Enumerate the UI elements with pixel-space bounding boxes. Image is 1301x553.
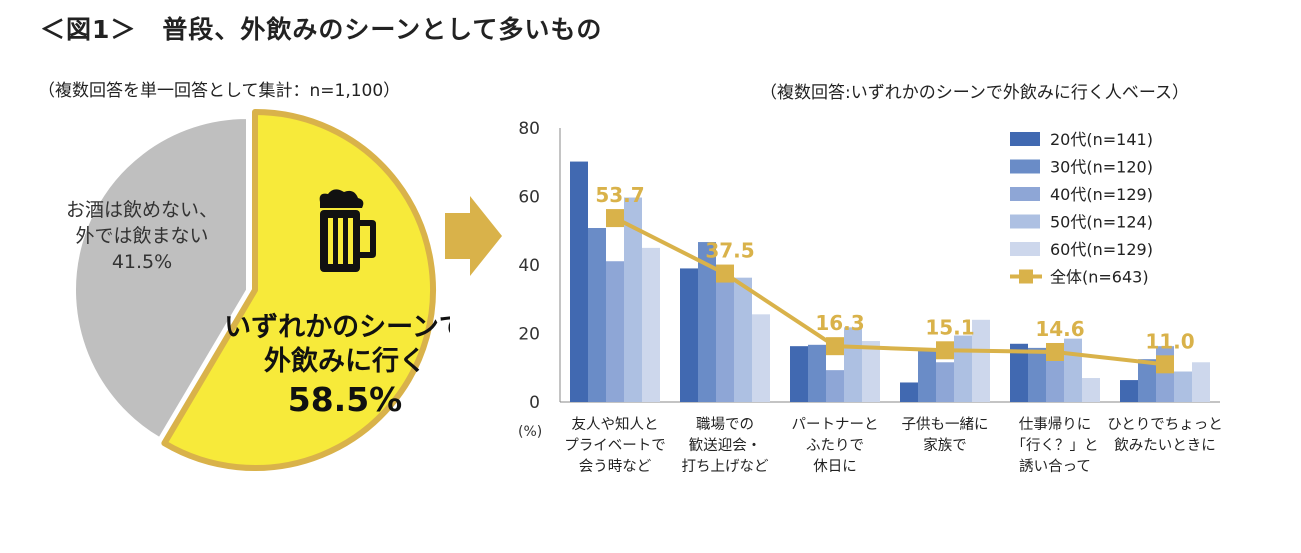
bar — [790, 346, 808, 402]
data-label: 14.6 — [1035, 317, 1084, 341]
y-tick-label: 20 — [518, 325, 540, 345]
bar — [588, 228, 606, 402]
line-marker — [1046, 342, 1064, 361]
data-label: 53.7 — [595, 183, 644, 207]
pie-slice-main — [161, 109, 436, 471]
line-marker — [1156, 355, 1174, 374]
bar — [1174, 371, 1192, 402]
bar — [972, 319, 990, 402]
legend-swatch — [1010, 159, 1040, 174]
line-marker — [606, 209, 624, 228]
legend-swatch — [1010, 242, 1040, 256]
bar — [752, 314, 770, 402]
x-category-label: 子供も一緒に — [902, 416, 989, 433]
bar — [680, 268, 698, 402]
pie-other-pct: 41.5% — [112, 251, 172, 273]
bar — [1156, 346, 1174, 402]
bar — [606, 261, 624, 402]
bar — [1064, 338, 1082, 402]
x-category-label: 誘い合って — [1019, 458, 1091, 475]
bar — [936, 362, 954, 402]
legend-label: 全体(n=643) — [1050, 268, 1149, 287]
x-category-label: 歓送迎会・ — [689, 437, 762, 454]
x-category-label: 飲みたいときに — [1114, 437, 1216, 454]
bar — [900, 382, 918, 402]
y-tick-label: 0 — [529, 393, 540, 413]
pie-main-label-line1: いずれかのシーンで — [224, 312, 450, 343]
data-label: 16.3 — [815, 311, 864, 335]
x-category-label: 家族で — [923, 437, 967, 454]
x-category-label: プライベートで — [564, 437, 666, 454]
pie-other-label-line2: 外では飲まない — [75, 225, 208, 247]
bar — [1082, 378, 1100, 402]
legend-label: 50代(n=124) — [1050, 213, 1153, 232]
bar-chart-note: （複数回答:いずれかのシーンで外飲みに行く人ベース） — [760, 83, 1190, 103]
x-category-label: 休日に — [813, 458, 857, 475]
series-line-total — [614, 216, 1166, 367]
bar — [862, 341, 880, 402]
pie-other-label-line1: お酒は飲めない、 — [66, 199, 218, 221]
beer-foam — [319, 189, 364, 208]
pie-main-label-line2: 外飲みに行く — [264, 345, 426, 377]
x-category-label: 会う時など — [579, 458, 652, 475]
legend-swatch — [1010, 214, 1040, 229]
bar — [954, 335, 972, 402]
beer-mug-handle — [360, 220, 376, 258]
figure-title: ＜図1＞ 普段、外飲みのシーンとして多いもの — [40, 15, 603, 44]
x-category-label: 仕事帰りに — [1019, 415, 1092, 433]
legend-label: 30代(n=120) — [1050, 158, 1153, 177]
x-category-label: ひとりでちょっと — [1107, 416, 1223, 433]
legend-label: 20代(n=141) — [1050, 130, 1153, 149]
legend-label: 40代(n=129) — [1050, 185, 1153, 204]
legend-swatch — [1010, 187, 1040, 201]
data-label: 37.5 — [705, 239, 754, 263]
x-category-label: パートナーと — [792, 416, 879, 433]
pie-slice-other — [74, 116, 248, 440]
bar — [844, 327, 862, 402]
y-tick-label: 60 — [518, 188, 540, 208]
legend-swatch — [1010, 132, 1040, 146]
pie-note: （複数回答を単一回答として集計：n=1,100） — [38, 81, 401, 101]
line-marker — [826, 337, 844, 356]
bar — [570, 161, 588, 402]
pie-main-pct: 58.5% — [288, 380, 403, 419]
x-category-label: 友人や知人と — [572, 416, 659, 433]
bar — [734, 277, 752, 402]
bar — [918, 350, 936, 402]
beer-mug-icon — [319, 189, 376, 272]
x-category-label: 職場での — [696, 416, 754, 433]
data-label: 11.0 — [1145, 329, 1194, 353]
bar — [1138, 359, 1156, 402]
bar — [642, 247, 660, 402]
bar — [698, 242, 716, 402]
beer-mug-stripe — [338, 218, 343, 264]
legend-marker — [1019, 269, 1033, 284]
line-marker — [936, 341, 954, 360]
line-marker — [716, 264, 734, 283]
beer-mug-stripe — [348, 218, 353, 264]
x-category-label: ふたりで — [806, 437, 864, 454]
bar — [826, 370, 844, 402]
y-axis-unit: (%) — [518, 424, 542, 440]
bar — [1120, 380, 1138, 402]
beer-mug-stripe — [328, 218, 333, 264]
bar — [1192, 362, 1210, 402]
bar — [624, 197, 642, 402]
legend-label: 60代(n=129) — [1050, 240, 1153, 259]
bar — [808, 344, 826, 402]
bar — [1010, 343, 1028, 402]
bar — [716, 274, 734, 402]
bar — [1028, 347, 1046, 402]
x-category-label: 打ち上げなど — [682, 458, 769, 475]
data-label: 15.1 — [925, 315, 974, 339]
y-tick-label: 80 — [518, 119, 540, 139]
x-category-label: 「行く？」と — [1012, 437, 1099, 454]
y-tick-label: 40 — [518, 256, 540, 276]
bar — [1046, 354, 1064, 402]
